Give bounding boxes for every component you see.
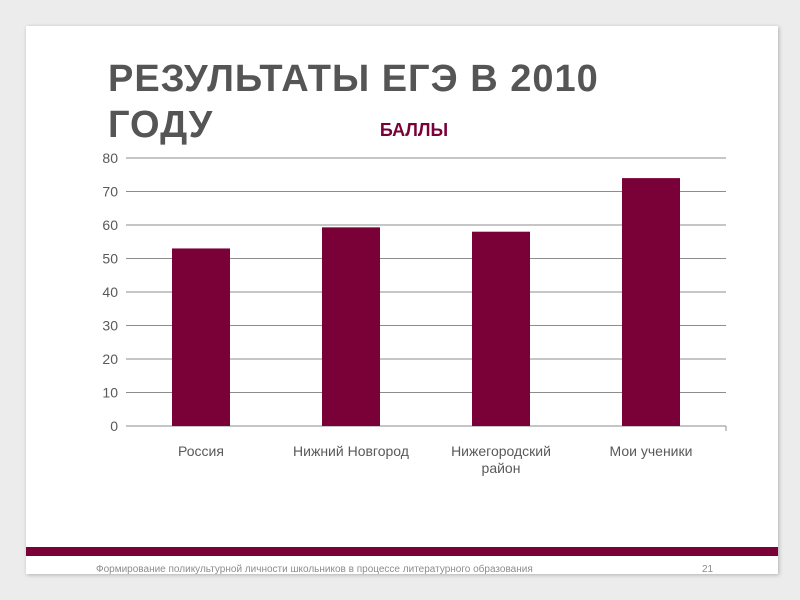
x-tick-label-line: район bbox=[482, 460, 521, 476]
x-tick-label: Нижегородский район bbox=[451, 443, 551, 476]
x-tick-label: Мои ученики bbox=[610, 443, 693, 459]
y-tick-label: 50 bbox=[102, 251, 118, 267]
chart-title: БАЛЛЫ bbox=[380, 120, 448, 140]
x-tick-label-line: Нижегородский bbox=[451, 443, 551, 459]
page-number: 21 bbox=[702, 564, 714, 575]
bar-chart: БАЛЛЫ 0 10 20 30 40 50 60 70 80 Россия Нижний Нов… bbox=[102, 120, 727, 476]
bar-0 bbox=[172, 248, 230, 426]
bar-2 bbox=[472, 231, 530, 426]
x-tick-label-line: Россия bbox=[178, 443, 224, 459]
y-tick-label: 70 bbox=[102, 184, 118, 200]
y-tick-label: 10 bbox=[102, 385, 118, 401]
y-tick-label: 30 bbox=[102, 318, 118, 334]
y-tick-label: 60 bbox=[102, 217, 118, 233]
y-tick-label: 0 bbox=[110, 418, 118, 434]
footer-text: Формирование поликультурной личности шко… bbox=[96, 564, 533, 575]
slide: РЕЗУЛЬТАТЫ ЕГЭ В 2010 ГОДУ БАЛЛЫ 0 10 20 30… bbox=[26, 26, 778, 575]
x-tick-label-line: Мои ученики bbox=[610, 443, 693, 459]
footer-bar bbox=[26, 547, 778, 556]
y-tick-label: 40 bbox=[102, 284, 118, 300]
y-axis-ticks: 0 10 20 30 40 50 60 70 80 bbox=[102, 150, 118, 434]
y-tick-label: 80 bbox=[102, 150, 118, 166]
bars bbox=[172, 178, 680, 426]
x-tick-label-line: Нижний Новгород bbox=[293, 443, 409, 459]
bar-1 bbox=[322, 227, 380, 426]
x-tick-label: Россия bbox=[178, 443, 224, 459]
slide-title: РЕЗУЛЬТАТЫ ЕГЭ В 2010 ГОДУ bbox=[108, 58, 599, 146]
y-tick-label: 20 bbox=[102, 351, 118, 367]
bar-3 bbox=[622, 178, 680, 426]
x-tick-label: Нижний Новгород bbox=[293, 443, 409, 459]
x-axis-labels: Россия Нижний Новгород Нижегородский район М… bbox=[178, 443, 692, 476]
